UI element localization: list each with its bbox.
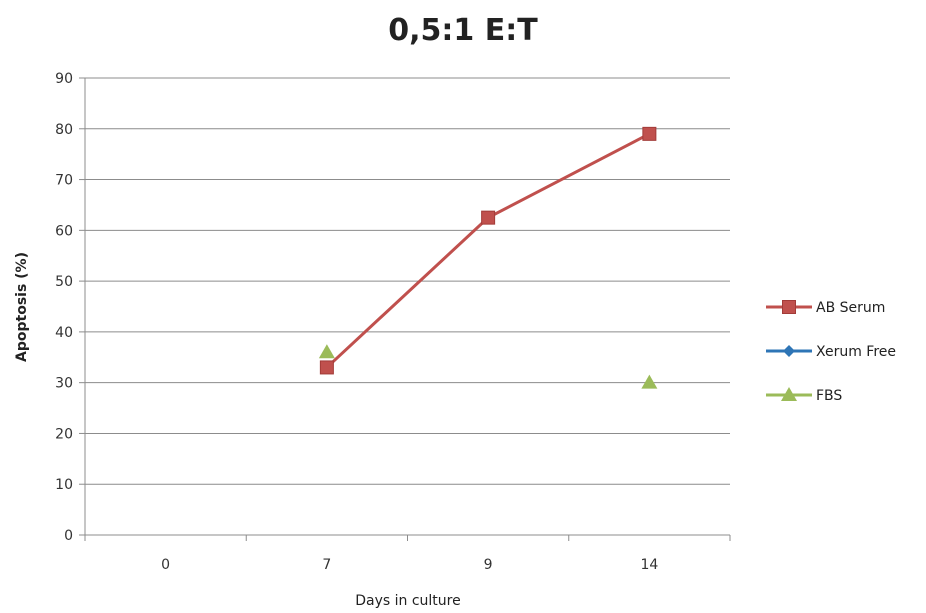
legend-item: AB Serum — [766, 300, 885, 316]
legend-marker — [782, 300, 796, 314]
data-point — [318, 344, 335, 359]
data-point — [481, 210, 496, 225]
legend-label: FBS — [816, 388, 842, 404]
y-tick-label: 40 — [55, 325, 73, 341]
y-tick-label: 0 — [64, 528, 73, 544]
series-ab-serum — [319, 126, 657, 375]
x-axis-title: Days in culture — [355, 593, 461, 609]
y-tick-label: 50 — [55, 274, 73, 290]
x-tick-label: 0 — [161, 557, 170, 573]
x-tick-label: 14 — [640, 557, 658, 573]
legend: AB Serum Xerum Free FBS — [766, 300, 896, 404]
legend-item: FBS — [766, 387, 842, 404]
legend-label: Xerum Free — [816, 344, 896, 360]
data-point — [641, 374, 658, 389]
legend-marker — [781, 387, 797, 401]
series-fbs — [318, 344, 658, 389]
x-tick-label: 9 — [484, 557, 493, 573]
x-tick-label: 7 — [322, 557, 331, 573]
legend-marker — [783, 345, 795, 357]
y-tick-label: 90 — [55, 71, 73, 87]
x-tick-labels: 0 7 9 14 — [161, 557, 658, 573]
gridlines — [85, 77, 730, 485]
y-axis-title: Apoptosis (%) — [14, 252, 30, 362]
y-tick-label: 80 — [55, 122, 73, 138]
chart-title: 0,5:1 E:T — [388, 13, 538, 48]
series-line — [325, 132, 651, 369]
y-tick-label: 70 — [55, 173, 73, 189]
y-tick-label: 30 — [55, 376, 73, 392]
series — [318, 126, 658, 389]
axes — [79, 77, 731, 541]
y-tick-label: 10 — [55, 477, 73, 493]
legend-item: Xerum Free — [766, 344, 896, 360]
y-tick-labels: 0 10 20 30 40 50 60 70 80 90 — [55, 71, 73, 544]
y-tick-label: 60 — [55, 223, 73, 239]
legend-label: AB Serum — [816, 300, 885, 316]
data-point — [319, 360, 334, 375]
y-tick-label: 20 — [55, 426, 73, 442]
data-point — [642, 126, 657, 141]
